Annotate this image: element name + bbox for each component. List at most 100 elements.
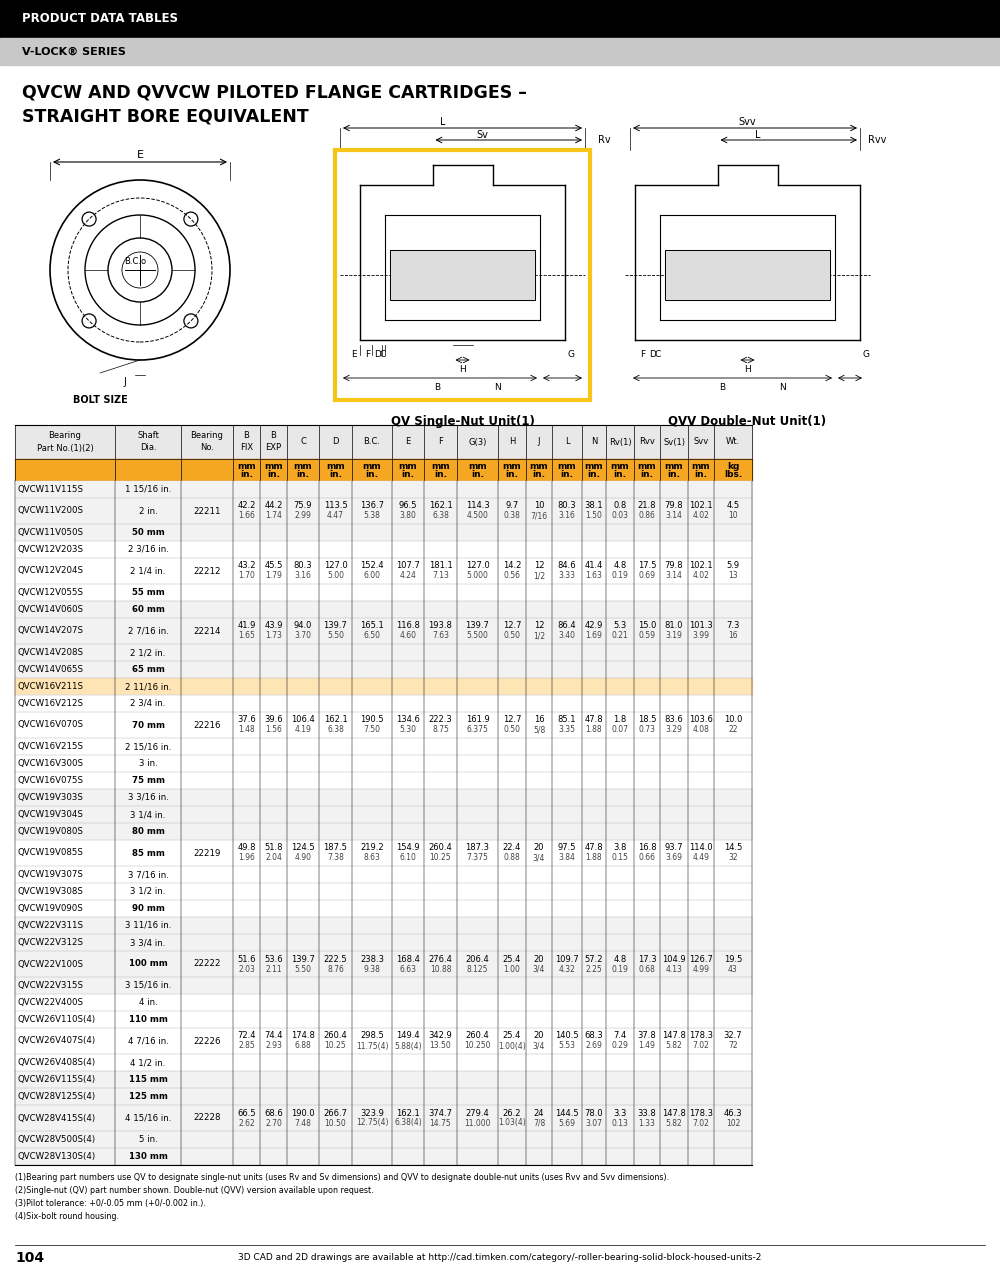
Text: 53.6: 53.6: [264, 955, 283, 964]
Text: 110 mm: 110 mm: [129, 1015, 167, 1024]
Text: Rvv: Rvv: [868, 134, 886, 145]
Text: 1.56: 1.56: [265, 726, 282, 735]
Text: mm: mm: [530, 462, 548, 471]
Text: E: E: [405, 438, 411, 447]
Bar: [15, 460, 752, 481]
Text: 3.99: 3.99: [692, 631, 710, 640]
Text: 0.29: 0.29: [612, 1042, 628, 1051]
Text: 0.21: 0.21: [612, 631, 628, 640]
Text: 161.9: 161.9: [466, 716, 489, 724]
Bar: [15, 481, 752, 498]
Text: 206.4: 206.4: [466, 955, 489, 964]
Text: 279.4: 279.4: [466, 1108, 489, 1117]
Text: 6.88: 6.88: [295, 1042, 311, 1051]
Text: BOLT SIZE: BOLT SIZE: [73, 396, 127, 404]
Text: FIX: FIX: [240, 443, 253, 453]
Text: in.: in.: [240, 470, 253, 479]
Bar: [665, 250, 830, 300]
Text: 0.66: 0.66: [639, 854, 656, 863]
Text: QVCW16V300S: QVCW16V300S: [18, 759, 84, 768]
Text: 85 mm: 85 mm: [132, 849, 164, 858]
Text: 50 mm: 50 mm: [132, 527, 164, 538]
Text: 2 3/16 in.: 2 3/16 in.: [128, 545, 168, 554]
Text: QVCW14V065S: QVCW14V065S: [18, 666, 84, 675]
Bar: [15, 695, 752, 712]
Text: 147.8: 147.8: [662, 1032, 686, 1041]
Text: mm: mm: [363, 462, 381, 471]
Text: 22219: 22219: [193, 849, 221, 858]
Bar: [15, 840, 752, 867]
Text: 45.5: 45.5: [264, 562, 283, 571]
Text: 22211: 22211: [193, 507, 221, 516]
Text: QVCW19V303S: QVCW19V303S: [18, 794, 84, 803]
Text: 26.2: 26.2: [503, 1108, 521, 1117]
Text: 5.3: 5.3: [613, 622, 627, 631]
Text: PRODUCT DATA TABLES: PRODUCT DATA TABLES: [22, 13, 178, 26]
Text: 44.2: 44.2: [264, 502, 283, 511]
Text: 1.66: 1.66: [238, 512, 255, 521]
Text: QVCW22V315S: QVCW22V315S: [18, 980, 84, 989]
Text: 8.76: 8.76: [327, 965, 344, 974]
Text: 3.70: 3.70: [294, 631, 312, 640]
Text: 1.33: 1.33: [639, 1119, 655, 1128]
Text: 0.19: 0.19: [612, 965, 628, 974]
Bar: [390, 250, 535, 300]
Text: 5.50: 5.50: [327, 631, 344, 640]
Text: 181.1: 181.1: [429, 562, 452, 571]
Text: 11.75(4): 11.75(4): [356, 1042, 388, 1051]
Text: 6.10: 6.10: [400, 854, 416, 863]
Text: 17.3: 17.3: [638, 955, 656, 964]
Text: J: J: [538, 438, 540, 447]
Text: 12.75(4): 12.75(4): [356, 1119, 388, 1128]
Text: N: N: [591, 438, 597, 447]
Text: 6.38(4): 6.38(4): [394, 1119, 422, 1128]
Bar: [0, 0, 1000, 38]
Text: 75.9: 75.9: [294, 502, 312, 511]
Text: 107.7: 107.7: [396, 562, 420, 571]
Text: 5.000: 5.000: [467, 571, 488, 581]
Text: 4.47: 4.47: [327, 512, 344, 521]
Text: 6.38: 6.38: [432, 512, 449, 521]
Text: 2 1/2 in.: 2 1/2 in.: [130, 648, 166, 657]
Text: mm: mm: [692, 462, 710, 471]
Text: 21.8: 21.8: [638, 502, 656, 511]
Text: B.C.: B.C.: [364, 438, 380, 447]
Text: in.: in.: [329, 470, 342, 479]
Text: 7.13: 7.13: [432, 571, 449, 581]
Bar: [15, 806, 752, 823]
Text: 4.32: 4.32: [559, 965, 575, 974]
Text: 190.5: 190.5: [360, 716, 384, 724]
Text: 5.69: 5.69: [558, 1119, 576, 1128]
Text: QVCW16V215S: QVCW16V215S: [18, 742, 84, 751]
Text: 134.6: 134.6: [396, 716, 420, 724]
Text: 0.59: 0.59: [639, 631, 656, 640]
Text: in.: in.: [471, 470, 484, 479]
Text: G: G: [568, 349, 574, 358]
Text: 3 11/16 in.: 3 11/16 in.: [125, 922, 171, 931]
Text: 9.7: 9.7: [505, 502, 519, 511]
Text: 127.0: 127.0: [324, 562, 347, 571]
Text: in.: in.: [614, 470, 626, 479]
Text: 4 in.: 4 in.: [139, 998, 157, 1007]
Text: 33.8: 33.8: [638, 1108, 656, 1117]
Text: mm: mm: [431, 462, 450, 471]
Text: 11.000: 11.000: [464, 1119, 491, 1128]
Text: in.: in.: [434, 470, 447, 479]
Text: L: L: [565, 438, 569, 447]
Bar: [15, 977, 752, 995]
Text: 86.4: 86.4: [558, 622, 576, 631]
Text: 0.56: 0.56: [504, 571, 520, 581]
Text: G(3): G(3): [468, 438, 487, 447]
Text: 149.4: 149.4: [396, 1032, 420, 1041]
Text: in.: in.: [402, 470, 415, 479]
Text: 4.13: 4.13: [666, 965, 682, 974]
Text: 43.2: 43.2: [237, 562, 256, 571]
Text: 3.29: 3.29: [666, 726, 682, 735]
Text: 7.375: 7.375: [467, 854, 488, 863]
Text: 47.8: 47.8: [585, 716, 603, 724]
Text: 20: 20: [534, 1032, 544, 1041]
Text: D: D: [650, 349, 656, 358]
Bar: [15, 1088, 752, 1105]
Text: 41.9: 41.9: [237, 622, 256, 631]
Text: 5.9: 5.9: [726, 562, 740, 571]
